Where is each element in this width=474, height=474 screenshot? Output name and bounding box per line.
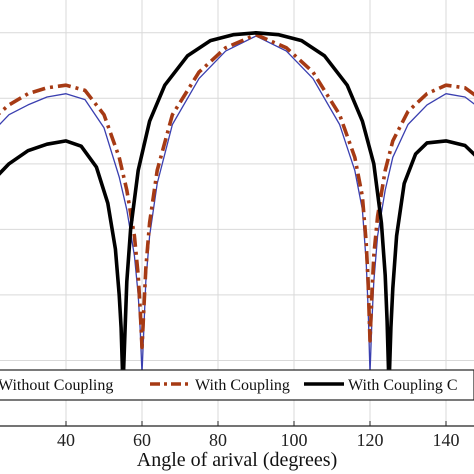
x-axis-label: Angle of arival (degrees) bbox=[137, 449, 337, 471]
series-line-3 bbox=[0, 30, 474, 389]
x-tick-label: 140 bbox=[433, 430, 460, 450]
axes bbox=[0, 421, 474, 427]
series-layer bbox=[0, 30, 474, 389]
x-tick-label: 80 bbox=[209, 430, 227, 450]
legend-label-3: With Coupling C bbox=[348, 377, 458, 394]
x-tick-label: 100 bbox=[281, 430, 308, 450]
x-tick-label: 120 bbox=[357, 430, 384, 450]
legend: Without Coupling With Coupling With Coupli… bbox=[0, 369, 474, 401]
series-line-2 bbox=[0, 32, 474, 350]
legend-label-1: Without Coupling bbox=[0, 377, 113, 394]
x-tick-labels: 20406080100120140 bbox=[57, 430, 460, 450]
legend-box bbox=[0, 369, 474, 401]
legend-label-2: With Coupling bbox=[195, 377, 290, 394]
x-tick-label: 60 bbox=[133, 430, 151, 450]
x-tick-label: 40 bbox=[57, 430, 75, 450]
series-line-1 bbox=[0, 35, 474, 375]
